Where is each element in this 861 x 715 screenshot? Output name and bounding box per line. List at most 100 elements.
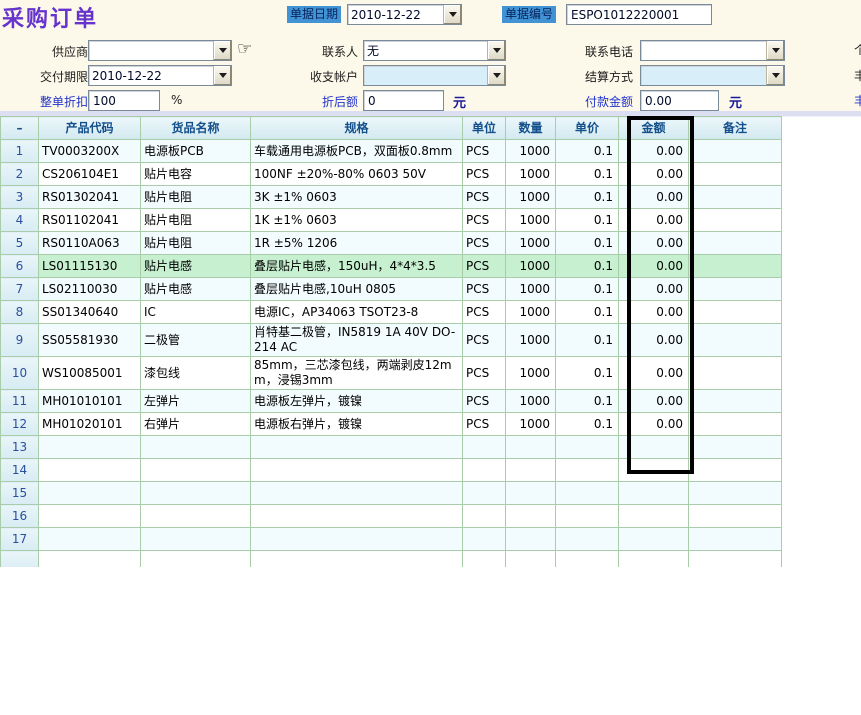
cell-code[interactable]: MH01020101 bbox=[38, 412, 141, 436]
cell-note[interactable] bbox=[688, 277, 782, 301]
cell-unit[interactable] bbox=[462, 458, 506, 482]
cell-unit[interactable]: PCS bbox=[462, 162, 506, 186]
cell-note[interactable] bbox=[688, 481, 782, 505]
cell-qty[interactable]: 1000 bbox=[505, 162, 556, 186]
cell-spec[interactable]: 电源IC，AP34063 TSOT23-8 bbox=[250, 300, 463, 324]
cell-unit[interactable]: PCS bbox=[462, 300, 506, 324]
cell-price[interactable] bbox=[555, 435, 619, 459]
cell-price[interactable] bbox=[555, 527, 619, 551]
cell-code[interactable]: RS0110A063 bbox=[38, 231, 141, 255]
cell-code[interactable]: TV0003200X bbox=[38, 139, 141, 163]
cell-amount[interactable]: 0.00 bbox=[618, 277, 689, 301]
cell-qty[interactable] bbox=[505, 550, 556, 567]
supplier-dropdown-button[interactable] bbox=[213, 41, 231, 60]
cell-spec[interactable]: 1K ±1% 0603 bbox=[250, 208, 463, 232]
cell-price[interactable]: 0.1 bbox=[555, 231, 619, 255]
cell-note[interactable] bbox=[688, 300, 782, 324]
cell-amount[interactable]: 0.00 bbox=[618, 139, 689, 163]
cell-price[interactable]: 0.1 bbox=[555, 185, 619, 209]
cell-name[interactable] bbox=[140, 527, 251, 551]
cell-amount[interactable]: 0.00 bbox=[618, 208, 689, 232]
cell-qty[interactable]: 1000 bbox=[505, 300, 556, 324]
cell-amount[interactable]: 0.00 bbox=[618, 254, 689, 278]
cell-qty[interactable] bbox=[505, 481, 556, 505]
cell-spec[interactable]: 100NF ±20%-80% 0603 50V bbox=[250, 162, 463, 186]
cell-name[interactable]: 贴片电阻 bbox=[140, 185, 251, 209]
cell-name[interactable]: IC bbox=[140, 300, 251, 324]
cell-price[interactable]: 0.1 bbox=[555, 356, 619, 390]
cell-unit[interactable]: PCS bbox=[462, 389, 506, 413]
cell-no[interactable]: 9 bbox=[0, 323, 39, 357]
contact-dropdown-button[interactable] bbox=[487, 41, 505, 60]
cell-unit[interactable]: PCS bbox=[462, 277, 506, 301]
cell-amount[interactable] bbox=[618, 527, 689, 551]
cell-spec[interactable]: 叠层贴片电感，150uH，4*4*3.5 bbox=[250, 254, 463, 278]
cell-name[interactable]: 漆包线 bbox=[140, 356, 251, 390]
cell-amount[interactable] bbox=[618, 481, 689, 505]
contact-combobox[interactable]: 无 bbox=[363, 40, 506, 61]
cell-spec[interactable]: 电源板右弹片，镀镍 bbox=[250, 412, 463, 436]
cell-spec[interactable]: 肖特基二极管，IN5819 1A 40V DO-214 AC bbox=[250, 323, 463, 357]
cell-qty[interactable]: 1000 bbox=[505, 389, 556, 413]
cell-note[interactable] bbox=[688, 208, 782, 232]
cell-amount[interactable]: 0.00 bbox=[618, 162, 689, 186]
cell-qty[interactable]: 1000 bbox=[505, 277, 556, 301]
cell-spec[interactable] bbox=[250, 504, 463, 528]
cell-unit[interactable]: PCS bbox=[462, 208, 506, 232]
cell-price[interactable]: 0.1 bbox=[555, 323, 619, 357]
cell-unit[interactable] bbox=[462, 481, 506, 505]
cell-price[interactable]: 0.1 bbox=[555, 254, 619, 278]
cell-no[interactable]: 15 bbox=[0, 481, 39, 505]
cell-name[interactable]: 贴片电阻 bbox=[140, 231, 251, 255]
settlement-dropdown-button[interactable] bbox=[766, 66, 784, 85]
cell-spec[interactable]: 3K ±1% 0603 bbox=[250, 185, 463, 209]
cell-code[interactable] bbox=[38, 550, 141, 567]
cell-spec[interactable] bbox=[250, 527, 463, 551]
cell-amount[interactable] bbox=[618, 504, 689, 528]
cell-note[interactable] bbox=[688, 356, 782, 390]
cell-code[interactable]: RS01102041 bbox=[38, 208, 141, 232]
cell-unit[interactable]: PCS bbox=[462, 323, 506, 357]
discount-input[interactable]: 100 bbox=[88, 90, 160, 111]
settlement-combobox[interactable] bbox=[640, 65, 785, 86]
cell-note[interactable] bbox=[688, 435, 782, 459]
supplier-combobox[interactable] bbox=[88, 40, 232, 61]
phone-dropdown-button[interactable] bbox=[766, 41, 784, 60]
cell-name[interactable] bbox=[140, 481, 251, 505]
cell-name[interactable]: 电源板PCB bbox=[140, 139, 251, 163]
cell-spec[interactable]: 85mm，三芯漆包线，两端剥皮12mm，浸锡3mm bbox=[250, 356, 463, 390]
cell-qty[interactable] bbox=[505, 527, 556, 551]
cell-note[interactable] bbox=[688, 231, 782, 255]
cell-amount[interactable] bbox=[618, 435, 689, 459]
cell-note[interactable] bbox=[688, 527, 782, 551]
cell-code[interactable]: LS01115130 bbox=[38, 254, 141, 278]
cell-code[interactable]: WS10085001 bbox=[38, 356, 141, 390]
cell-amount[interactable]: 0.00 bbox=[618, 185, 689, 209]
cell-unit[interactable]: PCS bbox=[462, 185, 506, 209]
cell-name[interactable] bbox=[140, 504, 251, 528]
cell-spec[interactable] bbox=[250, 435, 463, 459]
cell-price[interactable]: 0.1 bbox=[555, 412, 619, 436]
cell-name[interactable] bbox=[140, 458, 251, 482]
cell-price[interactable]: 0.1 bbox=[555, 277, 619, 301]
cell-unit[interactable]: PCS bbox=[462, 254, 506, 278]
cell-amount[interactable] bbox=[618, 550, 689, 567]
cell-code[interactable]: SS05581930 bbox=[38, 323, 141, 357]
cell-note[interactable] bbox=[688, 139, 782, 163]
cell-unit[interactable] bbox=[462, 550, 506, 567]
account-combobox[interactable] bbox=[363, 65, 506, 86]
cell-no[interactable]: 12 bbox=[0, 412, 39, 436]
cell-price[interactable]: 0.1 bbox=[555, 162, 619, 186]
cell-no[interactable]: 10 bbox=[0, 356, 39, 390]
cell-name[interactable]: 贴片电阻 bbox=[140, 208, 251, 232]
cell-name[interactable]: 贴片电感 bbox=[140, 277, 251, 301]
cell-note[interactable] bbox=[688, 458, 782, 482]
cell-spec[interactable] bbox=[250, 458, 463, 482]
cell-spec[interactable] bbox=[250, 481, 463, 505]
cell-no[interactable] bbox=[0, 550, 39, 567]
cell-unit[interactable] bbox=[462, 504, 506, 528]
cell-qty[interactable]: 1000 bbox=[505, 356, 556, 390]
cell-name[interactable]: 右弹片 bbox=[140, 412, 251, 436]
cell-amount[interactable]: 0.00 bbox=[618, 300, 689, 324]
cell-price[interactable] bbox=[555, 458, 619, 482]
